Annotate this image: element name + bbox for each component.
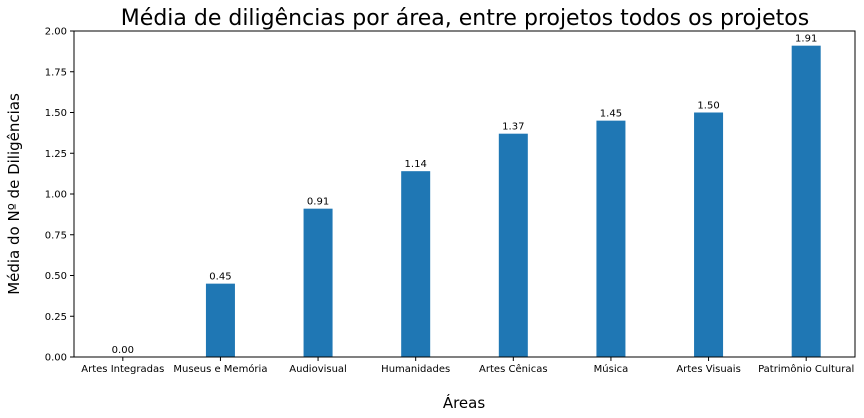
y-tick-label: 0.25	[45, 312, 67, 323]
bar	[791, 45, 821, 358]
bar-value-label: 1.91	[795, 34, 817, 45]
x-axis: Artes Integradas Museus e Memória Audiovis…	[81, 357, 854, 375]
bar	[401, 171, 431, 357]
bar-value-label: 1.14	[405, 159, 427, 170]
bar-value-label: 0.00	[112, 345, 134, 356]
x-tick-label: Artes Cênicas	[479, 363, 548, 375]
y-tick-label: 0.75	[45, 230, 67, 241]
bar-value-label: 0.91	[307, 197, 329, 208]
bar-value-label: 1.37	[502, 122, 524, 133]
y-tick-label: 1.75	[45, 67, 67, 78]
x-tick-label: Artes Integradas	[81, 364, 164, 375]
bar	[303, 208, 333, 357]
y-tick-label: 1.25	[45, 149, 67, 160]
y-tick-label: 2.00	[45, 27, 67, 38]
x-tick-label: Artes Visuais	[676, 364, 740, 375]
x-tick-label: Humanidades	[381, 364, 450, 375]
plot-frame	[73, 30, 856, 358]
x-tick-label: Patrimônio Cultural	[758, 363, 854, 375]
y-tick-label: 0.50	[45, 271, 67, 282]
x-tick-label: Música	[594, 363, 629, 375]
bar-value-label: 0.45	[209, 272, 231, 283]
bar-value-label: 1.50	[697, 101, 719, 112]
x-axis-label: Áreas	[443, 393, 486, 412]
y-axis: 0.00 0.25 0.50 0.75 1.00 1.25 1.50 1.75 2.00	[45, 27, 74, 364]
bar	[498, 133, 528, 357]
y-tick-label: 1.00	[45, 190, 67, 201]
y-axis-label: Média do Nº de Diligências	[5, 93, 23, 295]
bar-value-label: 1.45	[600, 109, 622, 120]
y-tick-label: 0.00	[45, 353, 67, 364]
x-tick-label: Museus e Memória	[173, 363, 267, 375]
chart-title: Média de diligências por área, entre pro…	[121, 6, 809, 31]
bars-group: 0.00 0.45 0.91 1.14 1.37 1.45 1.50 1.91	[112, 34, 821, 358]
x-tick-label: Audiovisual	[289, 364, 347, 375]
bar	[694, 112, 724, 357]
bar	[205, 283, 235, 357]
bar	[596, 120, 626, 358]
y-tick-label: 1.50	[45, 108, 67, 119]
